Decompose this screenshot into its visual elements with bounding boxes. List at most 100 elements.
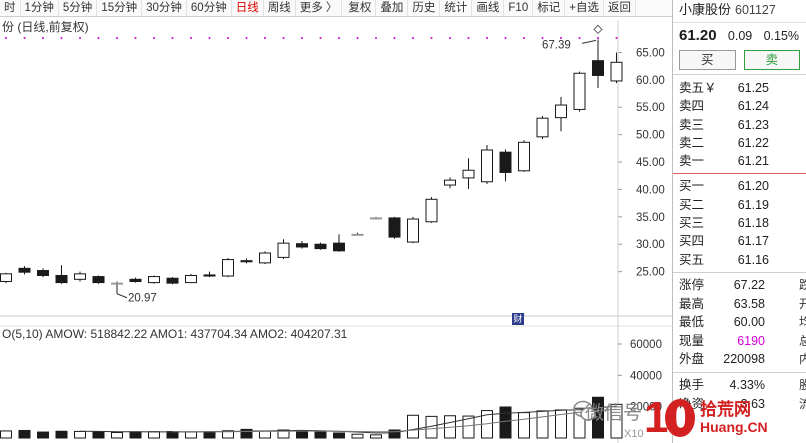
- toolbar-item-2[interactable]: 5分钟: [59, 0, 98, 16]
- candle-body: [592, 60, 604, 76]
- top-dot: [134, 37, 137, 39]
- volume-bar: [111, 432, 123, 439]
- stat-value: 6190: [737, 333, 765, 348]
- candle-body: [407, 218, 419, 243]
- volume-bar: [573, 407, 586, 439]
- quote-panel: 小康股份 601127 61.20 0.09 0.15% 买 卖 卖五￥ 61.25…: [672, 0, 806, 443]
- toolbar-item-6[interactable]: 日线: [232, 0, 264, 16]
- stock-name: 小康股份: [679, 2, 732, 17]
- high-arrow: [581, 39, 597, 44]
- candle-body: [536, 117, 549, 138]
- toolbar-item-11[interactable]: 历史: [408, 0, 441, 16]
- toolbar-item-17[interactable]: 返回: [604, 0, 636, 16]
- toolbar-item-15[interactable]: 标记: [533, 0, 566, 16]
- ask-row-5[interactable]: 卖一 61.21: [673, 152, 806, 170]
- y-tick-label: 50.00: [636, 130, 665, 142]
- toolbar-item-8[interactable]: 更多 〉: [296, 0, 343, 16]
- bid-label: 买五: [679, 252, 705, 267]
- candle-body: [0, 273, 12, 283]
- volume-bar: [148, 431, 160, 439]
- top-dot: [393, 37, 396, 39]
- stat-trailing-label: 开: [799, 296, 806, 311]
- top-dot: [42, 37, 44, 39]
- candle-body: [55, 274, 68, 284]
- ask-row-1[interactable]: 卖五￥ 61.25: [673, 79, 806, 97]
- buy-button[interactable]: 买: [679, 50, 736, 70]
- toolbar-item-3[interactable]: 15分钟: [97, 0, 143, 16]
- top-dot: [467, 37, 470, 39]
- y-tick-label: 65.00: [636, 47, 665, 59]
- toolbar-item-0[interactable]: 时: [0, 0, 21, 16]
- ask-label: 卖三: [679, 117, 705, 132]
- stat-trailing-label: 总: [799, 333, 806, 348]
- volume-bar: [536, 410, 549, 439]
- toolbar-item-9[interactable]: 复权: [344, 0, 377, 16]
- finance-badge-icon[interactable]: 财: [512, 313, 524, 325]
- bid-row-5[interactable]: 买五 61.16: [673, 251, 806, 269]
- top-dot: [597, 37, 599, 39]
- toolbar-item-13[interactable]: 画线: [472, 0, 505, 16]
- candle-body: [111, 282, 123, 285]
- current-price: 61.20: [679, 27, 717, 44]
- bid-row-3[interactable]: 买三 61.18: [673, 214, 806, 232]
- ask-price: 61.21: [737, 154, 769, 169]
- top-dot: [449, 37, 451, 39]
- top-dot: [79, 37, 81, 39]
- stat2-row-2: 净资 3.63 流: [673, 395, 806, 414]
- candle-body: [314, 243, 327, 250]
- bid-row-2[interactable]: 买二 61.19: [673, 196, 806, 214]
- toolbar-item-7[interactable]: 周线: [264, 0, 296, 16]
- toolbar-item-5[interactable]: 60分钟: [187, 0, 232, 16]
- toolbar-item-16[interactable]: +自选: [565, 0, 604, 16]
- candle-body: [481, 149, 493, 183]
- toolbar-item-1[interactable]: 1分钟: [21, 0, 59, 16]
- stat-label: 最高: [679, 296, 705, 311]
- candle-body: [518, 141, 530, 172]
- ask-row-2[interactable]: 卖四 61.24: [673, 97, 806, 115]
- candle-body: [555, 104, 567, 119]
- toolbar-item-12[interactable]: 统计: [440, 0, 473, 16]
- top-dot: [282, 37, 285, 39]
- volume-bar: [0, 430, 12, 439]
- volume-bar: [129, 431, 142, 439]
- candle-body: [296, 243, 308, 248]
- y-tick-label: 60.00: [636, 75, 665, 87]
- toolbar-item-10[interactable]: 叠加: [376, 0, 409, 16]
- volume-bar: [55, 430, 68, 439]
- top-dot: [190, 37, 192, 39]
- stat-row-4: 现量 6190 总: [673, 332, 806, 351]
- volume-unit-label: X10: [624, 428, 644, 440]
- top-dot: [153, 37, 155, 39]
- low-price-label: 20.97: [128, 293, 157, 305]
- bid-row-1[interactable]: 买一 61.20: [673, 177, 806, 195]
- top-dot: [23, 37, 26, 39]
- bid-row-4[interactable]: 买四 61.17: [673, 232, 806, 250]
- bid-price: 61.17: [737, 234, 769, 249]
- volume-bar: [222, 430, 234, 439]
- candle-body: [444, 179, 456, 186]
- toolbar-item-4[interactable]: 30分钟: [142, 0, 187, 16]
- top-dot: [319, 37, 322, 39]
- toolbar-item-14[interactable]: F10: [504, 0, 534, 16]
- candle-body: [240, 260, 253, 263]
- volume-bar: [518, 412, 530, 439]
- stat-label: 现量: [679, 333, 705, 348]
- candle-body: [166, 277, 179, 284]
- candlestick-chart: 65.00 60.00 55.00 50.00 45.00 40.00 35.00 30.00…: [0, 20, 672, 443]
- vol-tick-label: 40000: [630, 370, 662, 382]
- candle-body: [370, 217, 382, 220]
- volume-bar: [296, 430, 308, 439]
- candle-body: [92, 276, 105, 284]
- stat-value: 220098: [723, 352, 765, 367]
- ask-row-4[interactable]: 卖二 61.22: [673, 134, 806, 152]
- ask-row-3[interactable]: 卖三 61.23: [673, 116, 806, 134]
- top-dot: [208, 37, 211, 39]
- bid-price: 61.16: [737, 252, 769, 267]
- candle-body: [259, 252, 271, 264]
- stat-trailing-label: 内: [799, 352, 806, 367]
- price-row: 61.20 0.09 0.15%: [673, 23, 806, 49]
- stat-value: 63.58: [733, 296, 765, 311]
- volume-indicator-label: O(5,10) AMOW: 518842.22 AMO1: 437704.34 …: [2, 327, 348, 341]
- sell-button[interactable]: 卖: [743, 50, 800, 70]
- volume-bar: [259, 430, 271, 439]
